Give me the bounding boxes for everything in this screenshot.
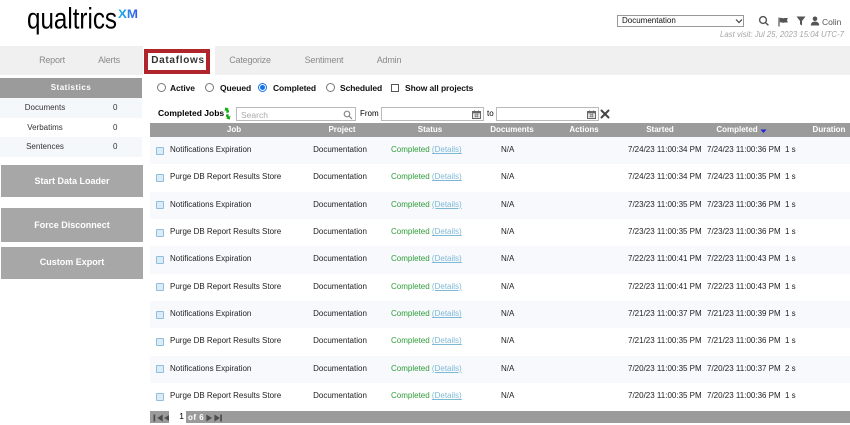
svg-text:XM: XM (118, 7, 138, 21)
svg-text:qualtrics: qualtrics (27, 3, 117, 36)
